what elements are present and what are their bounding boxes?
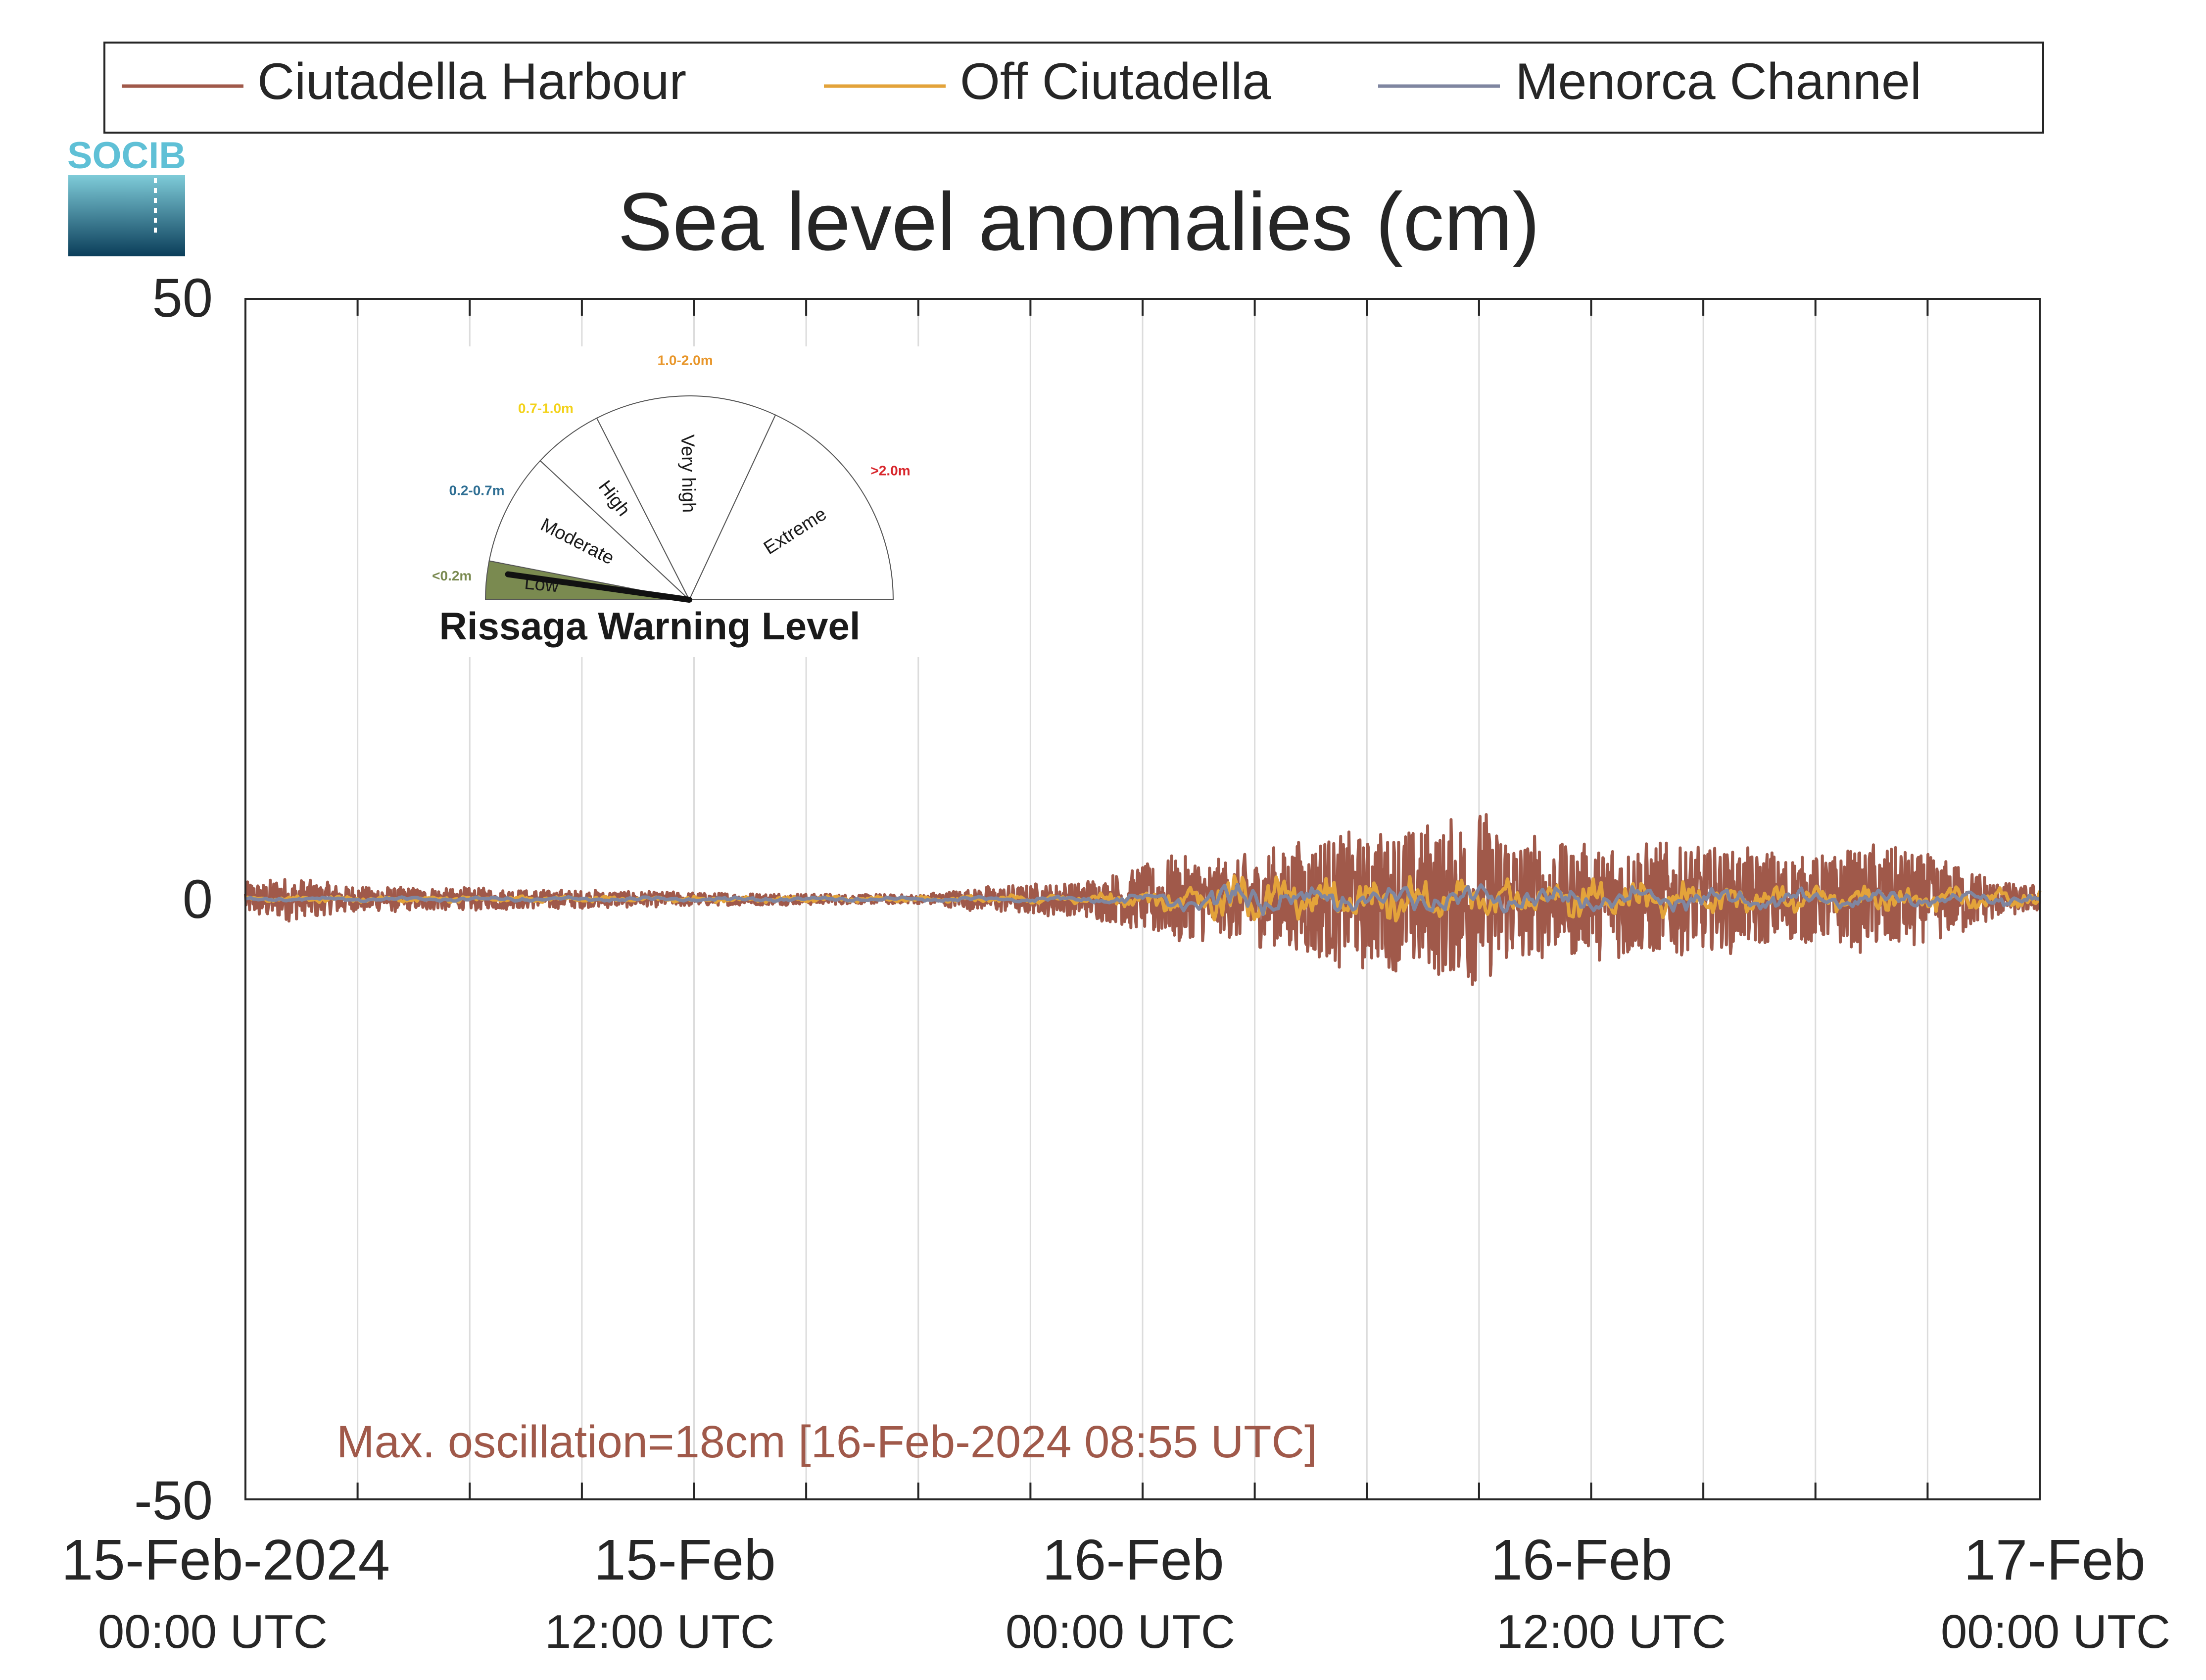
legend: Ciutadella Harbour Off Ciutadella Menorc… [103,42,2044,134]
gauge-range-label: 0.2-0.7m [449,483,504,498]
gauge-range-label: 1.0-2.0m [658,352,713,368]
gauge-title: Rissaga Warning Level [439,604,860,648]
gauge-needle [505,571,692,603]
gauge-range-label: 0.7-1.0m [518,400,574,416]
gauge-sector-label: Very high [677,434,699,513]
x-tick-date-2: 16-Feb [1042,1528,1224,1592]
y-tick-label-50: 50 [152,268,213,329]
y-axis: 50 0 -50 [134,268,213,1531]
chart-title: Sea level anomalies (cm) [618,176,1540,268]
gauge-sector-extreme [688,414,894,600]
y-tick-label-0: 0 [183,869,213,930]
x-tick-time-3: 12:00 UTC [1496,1605,1726,1658]
x-tick-date-4: 17-Feb [1964,1528,2146,1592]
gauge-range-label: <0.2m [432,568,472,583]
axes-frame [244,298,2041,1500]
x-tick-date-1: 15-Feb [594,1528,776,1592]
x-tick-time-1: 12:00 UTC [545,1605,774,1658]
legend-label-ciutadella-harbour: Ciutadella Harbour [257,53,686,110]
legend-label-menorca-channel: Menorca Channel [1515,53,1921,110]
x-axis: 15-Feb-2024 00:00 UTC 15-Feb 12:00 UTC 1… [61,1528,2170,1658]
series-layer [244,813,2042,986]
series-line-menorca-channel [245,882,2040,916]
gauge-sector-high [539,417,690,600]
x-tick-time-4: 00:00 UTC [1941,1605,2170,1658]
y-tick-label-neg50: -50 [134,1470,213,1531]
x-tick-time-2: 00:00 UTC [1006,1605,1235,1658]
legend-frame [103,42,2044,134]
socib-logo-mark [68,175,185,256]
legend-label-off-ciutadella: Off Ciutadella [960,53,1271,110]
gauge-sector-very-high [596,395,776,601]
socib-logo: SOCIB [67,135,186,256]
gauge-sector-moderate [488,460,691,601]
x-tick-time-0: 00:00 UTC [98,1605,328,1658]
x-tick-marks [356,299,1929,1499]
x-tick-date-0: 15-Feb-2024 [61,1528,390,1592]
x-tick-date-3: 16-Feb [1490,1528,1673,1592]
socib-logo-text: SOCIB [67,135,186,177]
gauge-range-label: >2.0m [870,463,910,478]
max-oscillation-annotation: Max. oscillation=18cm [16-Feb-2024 08:55… [336,1417,1317,1467]
